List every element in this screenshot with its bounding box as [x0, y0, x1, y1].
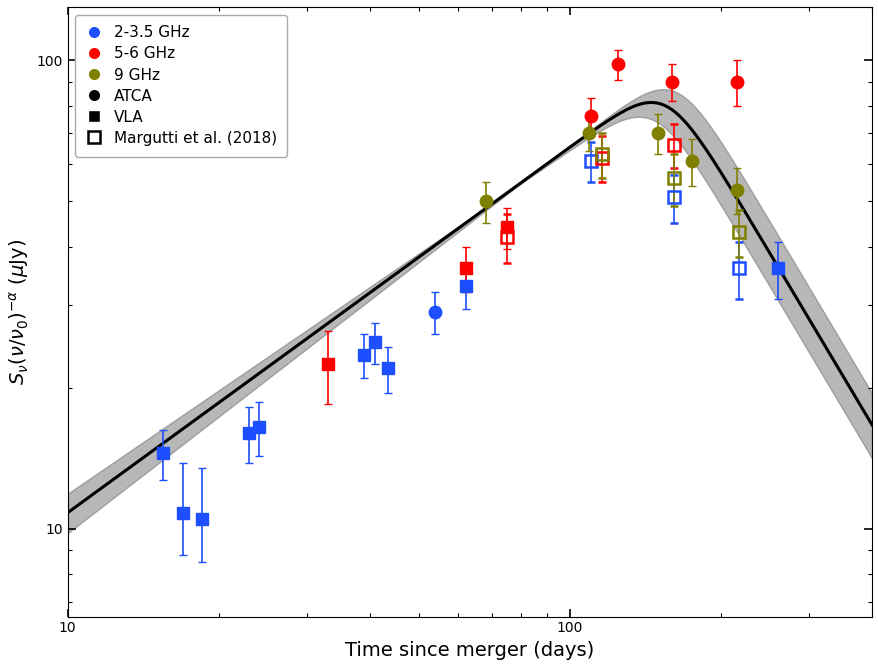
Y-axis label: $S_\nu(\nu/\nu_0)^{-\alpha}$ ($\mu$Jy): $S_\nu(\nu/\nu_0)^{-\alpha}$ ($\mu$Jy) [7, 239, 31, 385]
Legend: 2-3.5 GHz, 5-6 GHz, 9 GHz, ATCA, VLA, Margutti et al. (2018): 2-3.5 GHz, 5-6 GHz, 9 GHz, ATCA, VLA, Ma… [76, 15, 287, 157]
X-axis label: Time since merger (days): Time since merger (days) [345, 641, 594, 660]
